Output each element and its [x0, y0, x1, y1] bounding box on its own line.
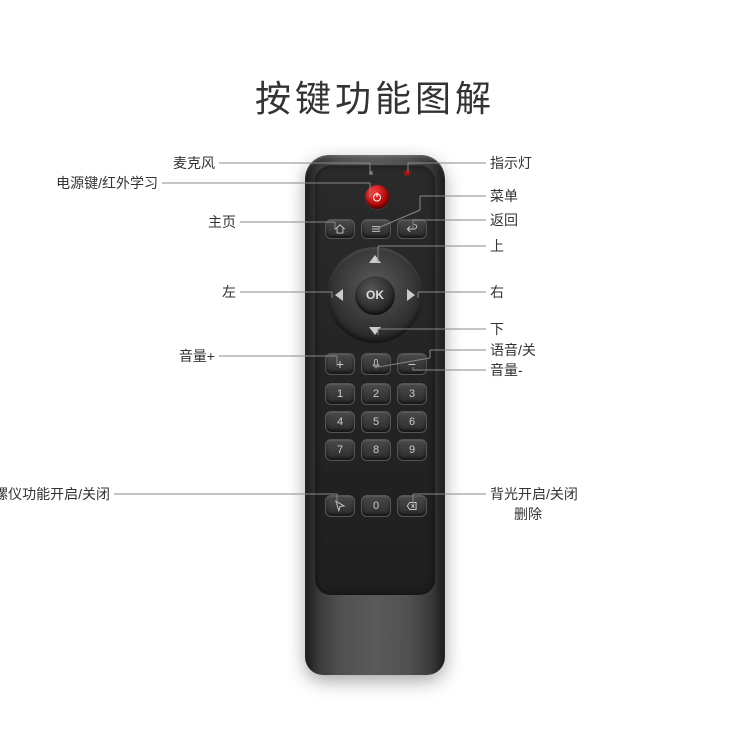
- minus-icon: −: [408, 357, 416, 371]
- number-label: 8: [373, 444, 379, 456]
- ok-button[interactable]: OK: [355, 275, 395, 315]
- number-button-1[interactable]: 1: [325, 383, 355, 405]
- callout-label: 左: [222, 283, 236, 301]
- number-label: 9: [409, 444, 415, 456]
- delete-icon: [405, 499, 419, 513]
- number-button-8[interactable]: 8: [361, 439, 391, 461]
- home-icon: [333, 222, 347, 236]
- number-button-4[interactable]: 4: [325, 411, 355, 433]
- number-label: 2: [373, 388, 379, 400]
- voice-button[interactable]: [361, 353, 391, 375]
- back-button[interactable]: [397, 219, 427, 239]
- number-label: 3: [409, 388, 415, 400]
- number-label: 7: [337, 444, 343, 456]
- callout-label: 主页: [208, 213, 236, 231]
- number-label: 5: [373, 416, 379, 428]
- volume-minus-button[interactable]: −: [397, 353, 427, 375]
- callout-label: 背光开启/关闭: [490, 485, 578, 503]
- callout-label: 音量+: [179, 347, 215, 365]
- remote-body: OK + − 1 2 3 4 5 6 7 8 9 0: [305, 155, 445, 675]
- remote-face: OK + − 1 2 3 4 5 6 7 8 9 0: [315, 165, 435, 595]
- menu-button[interactable]: [361, 219, 391, 239]
- dpad-down-icon: [369, 327, 381, 335]
- microphone-dot: [369, 171, 373, 175]
- number-button-6[interactable]: 6: [397, 411, 427, 433]
- dpad[interactable]: OK: [327, 247, 423, 343]
- menu-icon: [369, 222, 383, 236]
- number-label: 1: [337, 388, 343, 400]
- dpad-left-icon: [335, 289, 343, 301]
- number-label: 6: [409, 416, 415, 428]
- cursor-icon: [333, 499, 347, 513]
- dpad-up-icon: [369, 255, 381, 263]
- number-button-7[interactable]: 7: [325, 439, 355, 461]
- callout-label: 下: [490, 320, 504, 338]
- callout-label: 电源键/红外学习: [56, 174, 158, 192]
- callout-label: 陀螺仪功能开启/关闭: [0, 485, 110, 503]
- callout-label: 返回: [490, 211, 518, 229]
- backlight-button[interactable]: [397, 495, 427, 517]
- callout-label: 删除: [514, 505, 542, 523]
- number-button-5[interactable]: 5: [361, 411, 391, 433]
- number-label: 4: [337, 416, 343, 428]
- back-icon: [405, 222, 419, 236]
- microphone-icon: [370, 358, 382, 370]
- volume-plus-button[interactable]: +: [325, 353, 355, 375]
- callout-label: 菜单: [490, 187, 518, 205]
- callout-label: 音量-: [490, 361, 523, 379]
- plus-icon: +: [336, 357, 344, 371]
- callout-label: 语音/关: [490, 341, 536, 359]
- led-indicator: [405, 171, 409, 175]
- number-label: 0: [373, 500, 379, 512]
- callout-label: 右: [490, 283, 504, 301]
- dpad-right-icon: [407, 289, 415, 301]
- zero-button[interactable]: 0: [361, 495, 391, 517]
- number-button-2[interactable]: 2: [361, 383, 391, 405]
- callout-label: 指示灯: [490, 154, 532, 172]
- home-button[interactable]: [325, 219, 355, 239]
- callout-label: 麦克风: [173, 154, 215, 172]
- power-button[interactable]: [365, 185, 389, 209]
- number-button-9[interactable]: 9: [397, 439, 427, 461]
- power-icon: [371, 191, 383, 203]
- gyro-button[interactable]: [325, 495, 355, 517]
- number-button-3[interactable]: 3: [397, 383, 427, 405]
- callout-label: 上: [490, 237, 504, 255]
- page-title: 按键功能图解: [0, 70, 750, 122]
